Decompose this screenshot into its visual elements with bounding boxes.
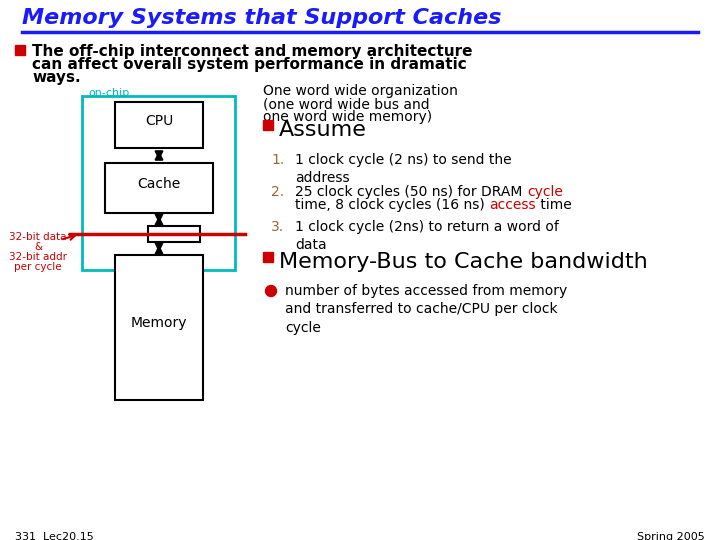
Text: 1.: 1.	[271, 153, 284, 167]
Text: &: &	[34, 242, 42, 252]
Text: number of bytes accessed from memory
and transferred to cache/CPU per clock
cycl: number of bytes accessed from memory and…	[285, 284, 567, 335]
Bar	[82, 96, 235, 270]
Text: 2.: 2.	[271, 185, 284, 199]
Text: Assume: Assume	[279, 120, 367, 140]
Text: 25 clock cycles (50 ns) for DRAM: 25 clock cycles (50 ns) for DRAM	[295, 185, 527, 199]
Text: cycle: cycle	[527, 185, 562, 199]
Text: 32-bit data: 32-bit data	[9, 232, 67, 242]
Bar	[148, 226, 200, 242]
Text: CPU: CPU	[145, 114, 173, 128]
Text: 1 clock cycle (2ns) to return a word of
data: 1 clock cycle (2ns) to return a word of …	[295, 220, 559, 252]
Bar	[263, 252, 273, 262]
Text: 32-bit addr: 32-bit addr	[9, 252, 67, 262]
Text: per cycle: per cycle	[14, 262, 62, 272]
Text: 331  Lec20.15: 331 Lec20.15	[15, 532, 94, 540]
Text: 3.: 3.	[271, 220, 284, 234]
Text: time, 8 clock cycles (16 ns): time, 8 clock cycles (16 ns)	[295, 198, 489, 212]
Bar	[15, 45, 25, 55]
Text: Cache: Cache	[138, 177, 181, 191]
Text: can affect overall system performance in dramatic: can affect overall system performance in…	[32, 57, 467, 72]
Text: 1 clock cycle (2 ns) to send the
address: 1 clock cycle (2 ns) to send the address	[295, 153, 512, 185]
Bar	[115, 102, 203, 148]
Text: one word wide memory): one word wide memory)	[263, 110, 432, 124]
Text: time: time	[536, 198, 572, 212]
Text: ways.: ways.	[32, 70, 81, 85]
Text: Memory: Memory	[131, 316, 187, 330]
Text: The off-chip interconnect and memory architecture: The off-chip interconnect and memory arc…	[32, 44, 472, 59]
Text: on-chip: on-chip	[88, 88, 130, 98]
Bar	[115, 255, 203, 400]
Circle shape	[266, 286, 276, 296]
Text: access: access	[489, 198, 536, 212]
Text: One word wide organization: One word wide organization	[263, 84, 458, 98]
Text: Memory Systems that Support Caches: Memory Systems that Support Caches	[22, 8, 502, 28]
Bar	[263, 120, 273, 130]
Text: bus: bus	[164, 227, 184, 237]
Text: Spring 2005: Spring 2005	[637, 532, 705, 540]
Text: Memory-Bus to Cache bandwidth: Memory-Bus to Cache bandwidth	[279, 252, 648, 272]
Text: (one word wide bus and: (one word wide bus and	[263, 97, 430, 111]
Bar	[105, 163, 213, 213]
